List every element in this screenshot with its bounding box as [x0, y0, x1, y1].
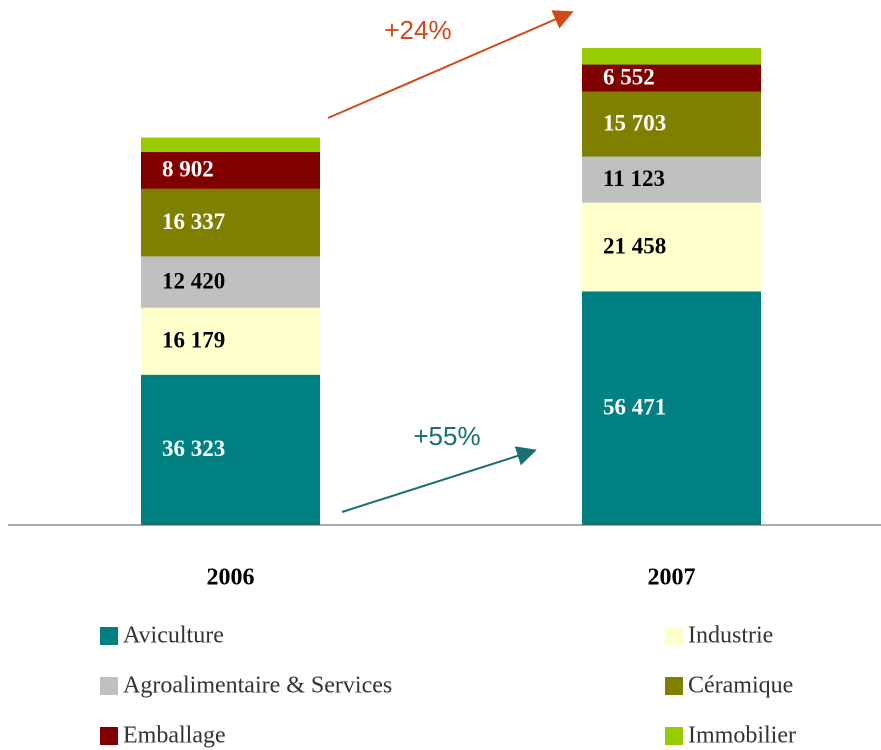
value-label: 15 703	[603, 110, 666, 135]
value-label: 6 552	[603, 64, 655, 89]
growth-arrow	[327, 10, 574, 119]
bar-segment	[582, 291, 761, 525]
bar-segment	[141, 256, 320, 308]
bar-segment	[141, 374, 320, 525]
bar-segment	[582, 48, 761, 65]
growth-arrow	[341, 446, 537, 513]
legend-swatch	[665, 627, 683, 645]
x-tick-label: 2007	[648, 565, 696, 591]
legend-label: Industrie	[688, 623, 773, 649]
value-label: 56 471	[603, 394, 666, 419]
legend-label: Agroalimentaire & Services	[123, 673, 392, 699]
legend-label: Immobilier	[688, 723, 796, 749]
value-label: 11 123	[603, 166, 665, 191]
value-label: 16 337	[162, 209, 225, 234]
annotation: +55%	[413, 421, 480, 451]
bar-segment	[582, 156, 761, 203]
bar-segment	[141, 152, 320, 189]
value-label: 21 458	[603, 233, 666, 258]
legend-swatch	[100, 727, 118, 745]
legend-swatch	[100, 677, 118, 695]
bar-segment	[141, 307, 320, 375]
legend-label: Emballage	[123, 723, 226, 749]
bar-segment	[582, 91, 761, 157]
legend-label: Céramique	[688, 673, 793, 699]
legend-swatch	[100, 627, 118, 645]
x-tick-label: 2006	[207, 565, 255, 591]
legend-swatch	[665, 727, 683, 745]
legend-label: Aviculture	[123, 623, 224, 649]
value-label: 16 179	[162, 328, 225, 353]
value-label: 12 420	[162, 268, 225, 293]
legend-swatch	[665, 677, 683, 695]
bar-segment	[141, 137, 320, 153]
bar-segment	[582, 202, 761, 292]
bar-segment	[582, 64, 761, 92]
value-label: 36 323	[162, 436, 225, 461]
value-label: 8 902	[162, 157, 214, 182]
bar-segment	[141, 188, 320, 257]
annotation: +24%	[384, 15, 451, 45]
